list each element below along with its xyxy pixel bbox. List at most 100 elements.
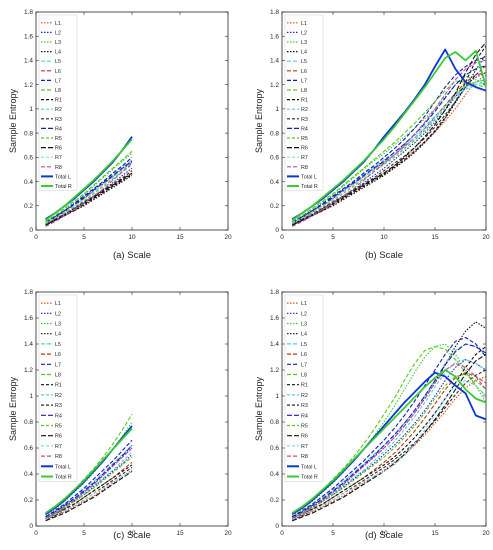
legend-label: R8 [301,165,308,171]
x-tick-label: 20 [224,530,232,537]
legend-label: Total R [55,184,72,190]
legend-box [284,14,324,192]
chart-panel-3: 0 5 10 15 20 0 0.2 0.4 0.6 0.8 1 1.2 1.4 1.6 1.8 Sample… [8,289,232,541]
legend-label: Total L [301,174,317,180]
series-line-r5 [291,373,486,519]
legend-label: L1 [55,301,61,307]
legend-label: R6 [301,146,308,152]
legend-label: L3 [301,322,307,328]
legend-label: R5 [55,424,62,430]
legend-label: R2 [55,393,62,399]
legend-label: L8 [55,88,61,94]
series-line-r6 [292,353,486,522]
legend-label: R4 [55,126,62,132]
series-line-total-r [45,427,133,514]
y-tick-label: 1 [275,106,279,113]
y-tick-label: 0.8 [270,419,279,426]
legend-label: L3 [55,40,61,46]
legend-label: L5 [301,59,307,65]
series-line-l1 [45,469,133,521]
legend-label: R7 [301,155,308,161]
legend-label: R8 [55,454,62,460]
legend-label: R4 [301,126,308,132]
series-lines [291,321,486,522]
legend-label: R6 [55,434,62,440]
legend-label: L6 [55,352,61,358]
x-tick-label: 15 [431,530,439,537]
legend-label: R5 [301,136,308,142]
legend-label: R2 [55,107,62,113]
series-line-l8 [291,346,486,515]
y-axis-label: Sample Entropy [254,88,264,153]
legend-label: R1 [301,98,308,104]
y-tick-label: 1 [29,393,33,400]
y-tick-label: 0.8 [24,130,33,137]
legend-label: L4 [55,50,61,56]
series-line-l1 [291,74,486,225]
legend-label: R7 [55,444,62,450]
series-line-r7 [291,379,486,520]
panel-caption: (b) Scale [365,250,403,261]
y-tick-label: 0.4 [270,471,279,478]
legend-label: R4 [301,413,308,419]
y-tick-label: 0.4 [270,179,279,186]
series-line-r4 [45,160,133,224]
legend-label: L3 [301,40,307,46]
series-line-l8 [45,150,133,222]
y-tick-label: 1.6 [270,33,279,40]
y-tick-label: 0.2 [270,497,279,504]
legend-label: R1 [55,383,62,389]
legend-label: L7 [301,362,307,368]
x-tick-label: 20 [482,530,490,537]
x-tick-label: 10 [128,530,136,537]
y-tick-label: 1.2 [24,82,33,89]
chart-panel-4: 0 5 10 15 20 0 0.2 0.4 0.6 0.8 1 1.2 1.4 1.6 1.8 Sample… [254,289,490,541]
series-line-l3 [291,343,486,517]
legend-label: R6 [301,434,308,440]
series-line-r3 [45,467,133,521]
y-tick-label: 1.2 [270,82,279,89]
series-line-r8 [291,362,486,519]
legend-label: L7 [55,362,61,368]
legend-label: L1 [55,21,61,27]
series-line-r2 [45,451,133,519]
y-tick-label: 1 [29,106,33,113]
series-lines [45,413,133,522]
legend-label: R2 [301,393,308,399]
series-line-r8 [45,447,133,519]
series-line-l7 [291,336,486,518]
legend-label: Total R [301,475,318,481]
x-tick-label: 20 [224,234,232,241]
y-tick-label: 1.6 [270,315,279,322]
series-lines [291,41,486,227]
legend-label: Total L [55,464,71,470]
legend-box [38,294,78,482]
legend-label: L2 [301,311,307,317]
y-axis-label: Sample Entropy [254,376,264,441]
legend-label: L2 [55,30,61,36]
series-line-r1 [45,464,133,520]
x-tick-label: 0 [34,530,38,537]
legend-label: R1 [55,98,62,104]
x-tick-label: 10 [128,234,136,241]
legend-label: L5 [55,342,61,348]
y-tick-label: 0.6 [24,445,33,452]
legend-label: L5 [301,342,307,348]
series-line-r3 [45,170,133,225]
series-line-r4 [45,445,133,518]
legend-label: L7 [301,78,307,84]
legend-label: R6 [55,146,62,152]
x-tick-label: 15 [431,234,439,241]
y-tick-label: 0.6 [270,445,279,452]
y-tick-label: 0.6 [24,155,33,162]
legend-label: R4 [55,413,62,419]
y-tick-label: 1.6 [24,315,33,322]
chart-panel-2: 0 5 10 15 20 0 0.2 0.4 0.6 0.8 1 1.2 1.4 1.6 1.8 Sample… [254,9,490,261]
series-line-r7 [45,162,133,224]
y-axis-label: Sample Entropy [8,376,18,441]
legend-label: L8 [301,88,307,94]
x-tick-label: 5 [331,530,335,537]
y-axis-label: Sample Entropy [8,88,18,153]
legend-label: R1 [301,383,308,389]
